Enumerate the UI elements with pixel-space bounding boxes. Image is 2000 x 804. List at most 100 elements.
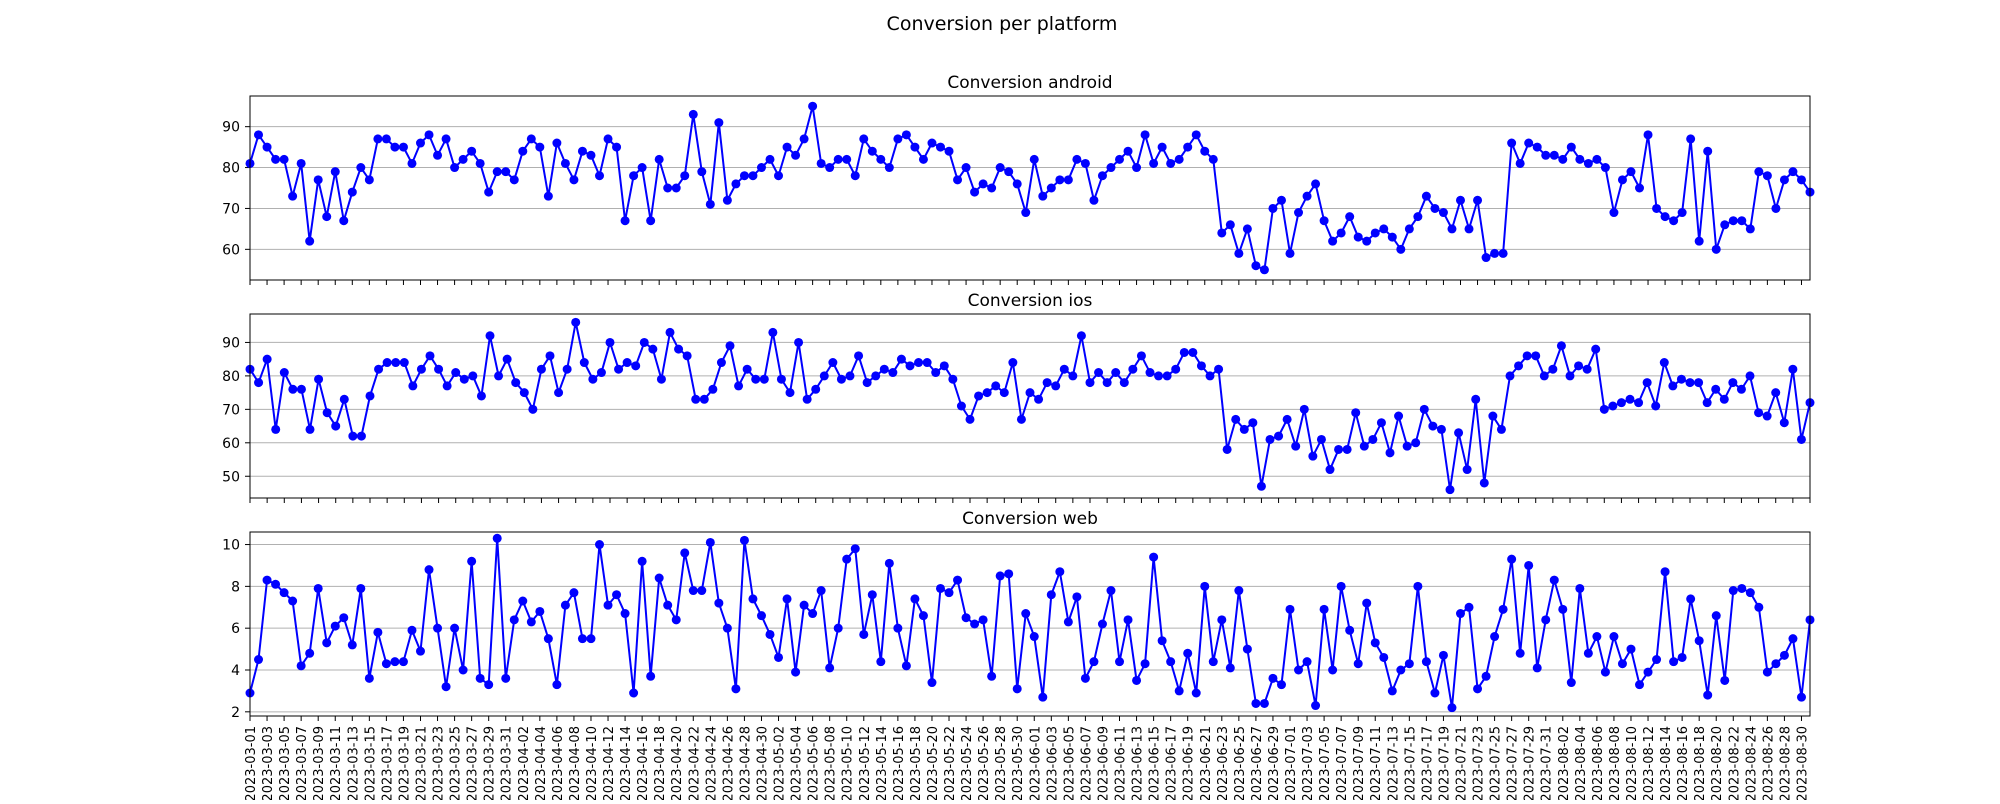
data-point [1205,371,1215,381]
data-point [688,109,698,119]
data-point [484,187,494,197]
x-tick-label: 2023-05-14 [875,726,890,800]
data-point [842,154,852,164]
data-point [1541,615,1551,625]
data-point [476,391,486,401]
data-point [1376,418,1386,428]
data-point [896,354,906,364]
data-point [1183,648,1193,658]
data-point [970,187,980,197]
data-point [1652,203,1662,213]
data-point [1248,418,1258,428]
data-point [262,575,272,585]
data-point [1694,378,1704,388]
data-point [1123,615,1133,625]
data-point [1652,655,1662,665]
data-point [545,351,555,361]
data-point [671,615,681,625]
data-point [850,171,860,181]
data-point [1021,609,1031,619]
y-tick-label: 6 [231,621,240,637]
data-point [1154,371,1164,381]
data-point [1396,665,1406,675]
data-point [1711,611,1721,621]
data-point [467,556,477,566]
y-tick-label: 80 [222,369,240,385]
data-point [1191,688,1201,698]
x-tick-label: 2023-04-24 [704,726,719,800]
data-point [1191,130,1201,140]
data-point [1703,146,1713,156]
data-point [554,388,564,398]
data-point [279,368,289,378]
data-point [1479,478,1489,488]
data-point [1419,404,1429,414]
data-point [365,391,375,401]
data-point [1362,236,1372,246]
x-tick-label: 2023-07-21 [1454,726,1469,800]
data-point [415,646,425,656]
data-point [1762,411,1772,421]
data-point [734,381,744,391]
axes-frame [249,531,1811,717]
data-point [279,588,289,598]
data-point [450,163,460,173]
data-point [978,615,988,625]
data-point [1282,414,1292,424]
data-point [1762,171,1772,181]
data-point [794,337,804,347]
data-point [1068,371,1078,381]
data-point [1575,583,1585,593]
data-point [808,609,818,619]
data-point [484,680,494,690]
data-point [722,195,732,205]
data-point [1779,418,1789,428]
data-point [765,154,775,164]
data-point [408,381,418,391]
data-point [1179,347,1189,357]
data-point [433,623,443,633]
data-point [1042,378,1052,388]
data-point [356,583,366,593]
data-point [842,554,852,564]
data-point [1239,424,1249,434]
data-point [748,171,758,181]
data-point [1471,394,1481,404]
x-tick-label: 2023-07-13 [1386,726,1401,800]
data-point [1115,657,1125,667]
data-point [501,673,511,683]
data-point [816,586,826,596]
data-point [1385,448,1395,458]
data-point [1676,374,1686,384]
data-point [1582,364,1592,374]
y-tick-label: 8 [231,579,240,595]
data-point [1145,368,1155,378]
data-point [1599,404,1609,414]
data-point [509,615,519,625]
data-point [974,391,984,401]
data-point [987,671,997,681]
x-tick-label: 2023-07-31 [1540,726,1555,800]
data-point [1149,158,1159,168]
data-point [1737,583,1747,593]
data-point [931,368,941,378]
data-point [1548,364,1558,374]
data-point [1643,130,1653,140]
data-point [305,236,315,246]
data-point [1004,569,1014,579]
x-tick-label: 2023-08-08 [1608,726,1623,800]
x-tick-label: 2023-05-02 [773,726,788,800]
x-tick-label: 2023-08-14 [1659,726,1674,800]
data-point [705,537,715,547]
data-point [262,142,272,152]
data-point [288,191,298,201]
data-point [254,130,264,140]
data-point [1677,652,1687,662]
x-tick-label: 2023-05-26 [977,726,992,800]
data-point [407,158,417,168]
data-point [1285,248,1295,258]
data-point [944,588,954,598]
data-point [1294,665,1304,675]
data-point [1617,175,1627,185]
